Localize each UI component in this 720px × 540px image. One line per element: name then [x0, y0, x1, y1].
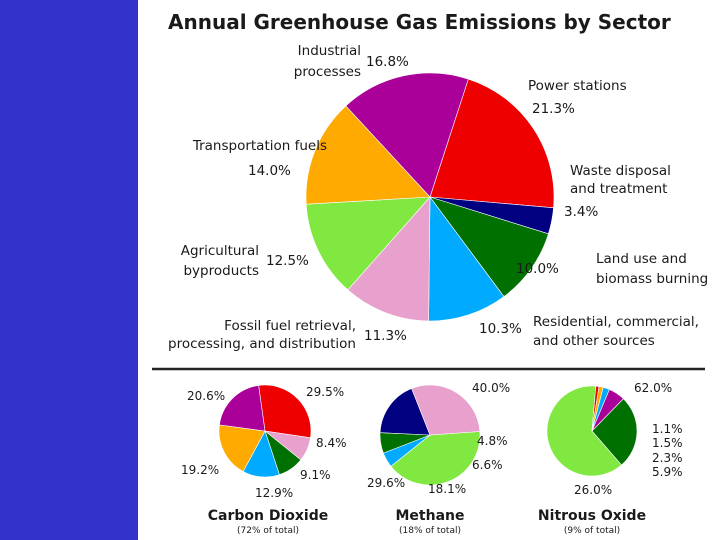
gas-pie-1-pct-2: 8.4%: [316, 436, 347, 450]
main-chart-title: Annual Greenhouse Gas Emissions by Secto…: [168, 10, 671, 34]
gas-pie-2-pct-2: 6.6%: [472, 458, 503, 472]
gas-pie-1-slice-0: [258, 384, 312, 439]
gas-pie-2-pct-1: 4.8%: [477, 434, 508, 448]
main-slice-pct-7: 16.8%: [366, 54, 409, 70]
gas-pie-3-subtitle: (9% of total): [564, 526, 620, 536]
main-slice-pct-5: 12.5%: [266, 253, 309, 269]
gas-pie-2-slice-4: [411, 384, 481, 436]
main-pie: [305, 72, 555, 322]
main-slice-pct-4: 11.3%: [364, 328, 407, 344]
gas-pie-3-pct-5: 26.0%: [574, 483, 612, 497]
main-slice-label-4: processing, and distribution: [168, 336, 356, 352]
gas-pie-2: 40.0% 4.8% 6.6% 18.1% 29.6% Methane (18% of to…: [367, 381, 510, 536]
main-slice-label-2: Land use and: [596, 251, 687, 267]
main-pie-slice-2: [429, 196, 549, 297]
main-pie-slice-6: [305, 105, 431, 205]
main-slice-pct-6: 14.0%: [248, 163, 291, 179]
gas-pie-2-slice-0: [390, 431, 481, 486]
main-slice-label-1: and treatment: [570, 181, 667, 197]
gas-pie-2-title: Methane: [396, 508, 465, 524]
gas-pie-3-pct-1: 1.1%: [652, 422, 683, 436]
gas-pie-2-pct-0: 40.0%: [472, 381, 510, 395]
main-pie-labels: Power stations 21.3% Waste disposal and tre…: [168, 43, 708, 352]
gas-pie-3: 62.0% 1.1%1.5%2.3%5.9% 26.0% Nitrous Oxide (…: [538, 381, 683, 536]
main-slice-label-0: Power stations: [528, 78, 627, 94]
gas-pie-1-title: Carbon Dioxide: [208, 508, 329, 524]
main-pie-slice-5: [305, 196, 431, 291]
main-slice-label-6: Transportation fuels: [192, 138, 327, 154]
gas-pie-2-slice-3: [379, 388, 431, 436]
main-slice-label-4: Fossil fuel retrieval,: [224, 318, 356, 334]
gas-pie-3-pct-4: 5.9%: [652, 465, 683, 479]
main-slice-label-5: Agricultural: [181, 243, 259, 259]
gas-pie-1-pct-0: 29.5%: [306, 385, 344, 399]
main-slice-label-7: processes: [294, 64, 361, 80]
gas-pie-1-subtitle: (72% of total): [237, 526, 299, 536]
gas-pie-1-pct-3: 9.1%: [300, 468, 331, 482]
gas-pie-1-slice-6: [219, 385, 266, 432]
main-slice-label-5: byproducts: [183, 263, 259, 279]
gas-pie-3-pct-3: 2.3%: [652, 451, 683, 465]
main-slice-label-3: Residential, commercial,: [533, 314, 699, 330]
main-slice-pct-1: 3.4%: [564, 204, 598, 220]
main-slice-label-1: Waste disposal: [570, 163, 671, 179]
main-slice-pct-3: 10.3%: [479, 321, 522, 337]
main-slice-label-3: and other sources: [533, 333, 655, 349]
main-pie-slice-7: [345, 72, 469, 198]
main-slice-pct-2: 10.0%: [516, 261, 559, 277]
gas-pie-3-pct-2: 1.5%: [652, 436, 683, 450]
main-pie-slice-3: [428, 196, 505, 322]
main-slice-label-7: Industrial: [298, 43, 361, 59]
gas-pie-1-pct-6: 20.6%: [187, 389, 225, 403]
main-slice-pct-0: 21.3%: [532, 101, 575, 117]
gas-pie-2-pct-3: 18.1%: [428, 482, 466, 496]
gas-pies: 29.5% 8.4% 9.1% 12.9% 19.2% 20.6% Carbon Dioxi…: [181, 381, 683, 536]
gas-pie-1: 29.5% 8.4% 9.1% 12.9% 19.2% 20.6% Carbon Dioxi…: [181, 384, 347, 536]
gas-pie-1-slice-5: [218, 424, 266, 472]
gas-pie-3-slice-0: [546, 385, 622, 477]
main-slice-label-2: biomass burning: [596, 271, 708, 287]
main-pie-slice-4: [347, 196, 431, 322]
left-blue-panel: [0, 0, 138, 540]
gas-pie-3-slice-5: [591, 398, 638, 466]
gas-pie-3-title: Nitrous Oxide: [538, 508, 646, 524]
gas-pie-2-subtitle: (18% of total): [399, 526, 461, 536]
main-pie-slice-0: [429, 78, 555, 209]
gas-pie-1-pct-5: 19.2%: [181, 463, 219, 477]
gas-pie-3-pct-0: 62.0%: [634, 381, 672, 395]
gas-pie-2-pct-4: 29.6%: [367, 476, 405, 490]
gas-pie-1-pct-4: 12.9%: [255, 486, 293, 500]
